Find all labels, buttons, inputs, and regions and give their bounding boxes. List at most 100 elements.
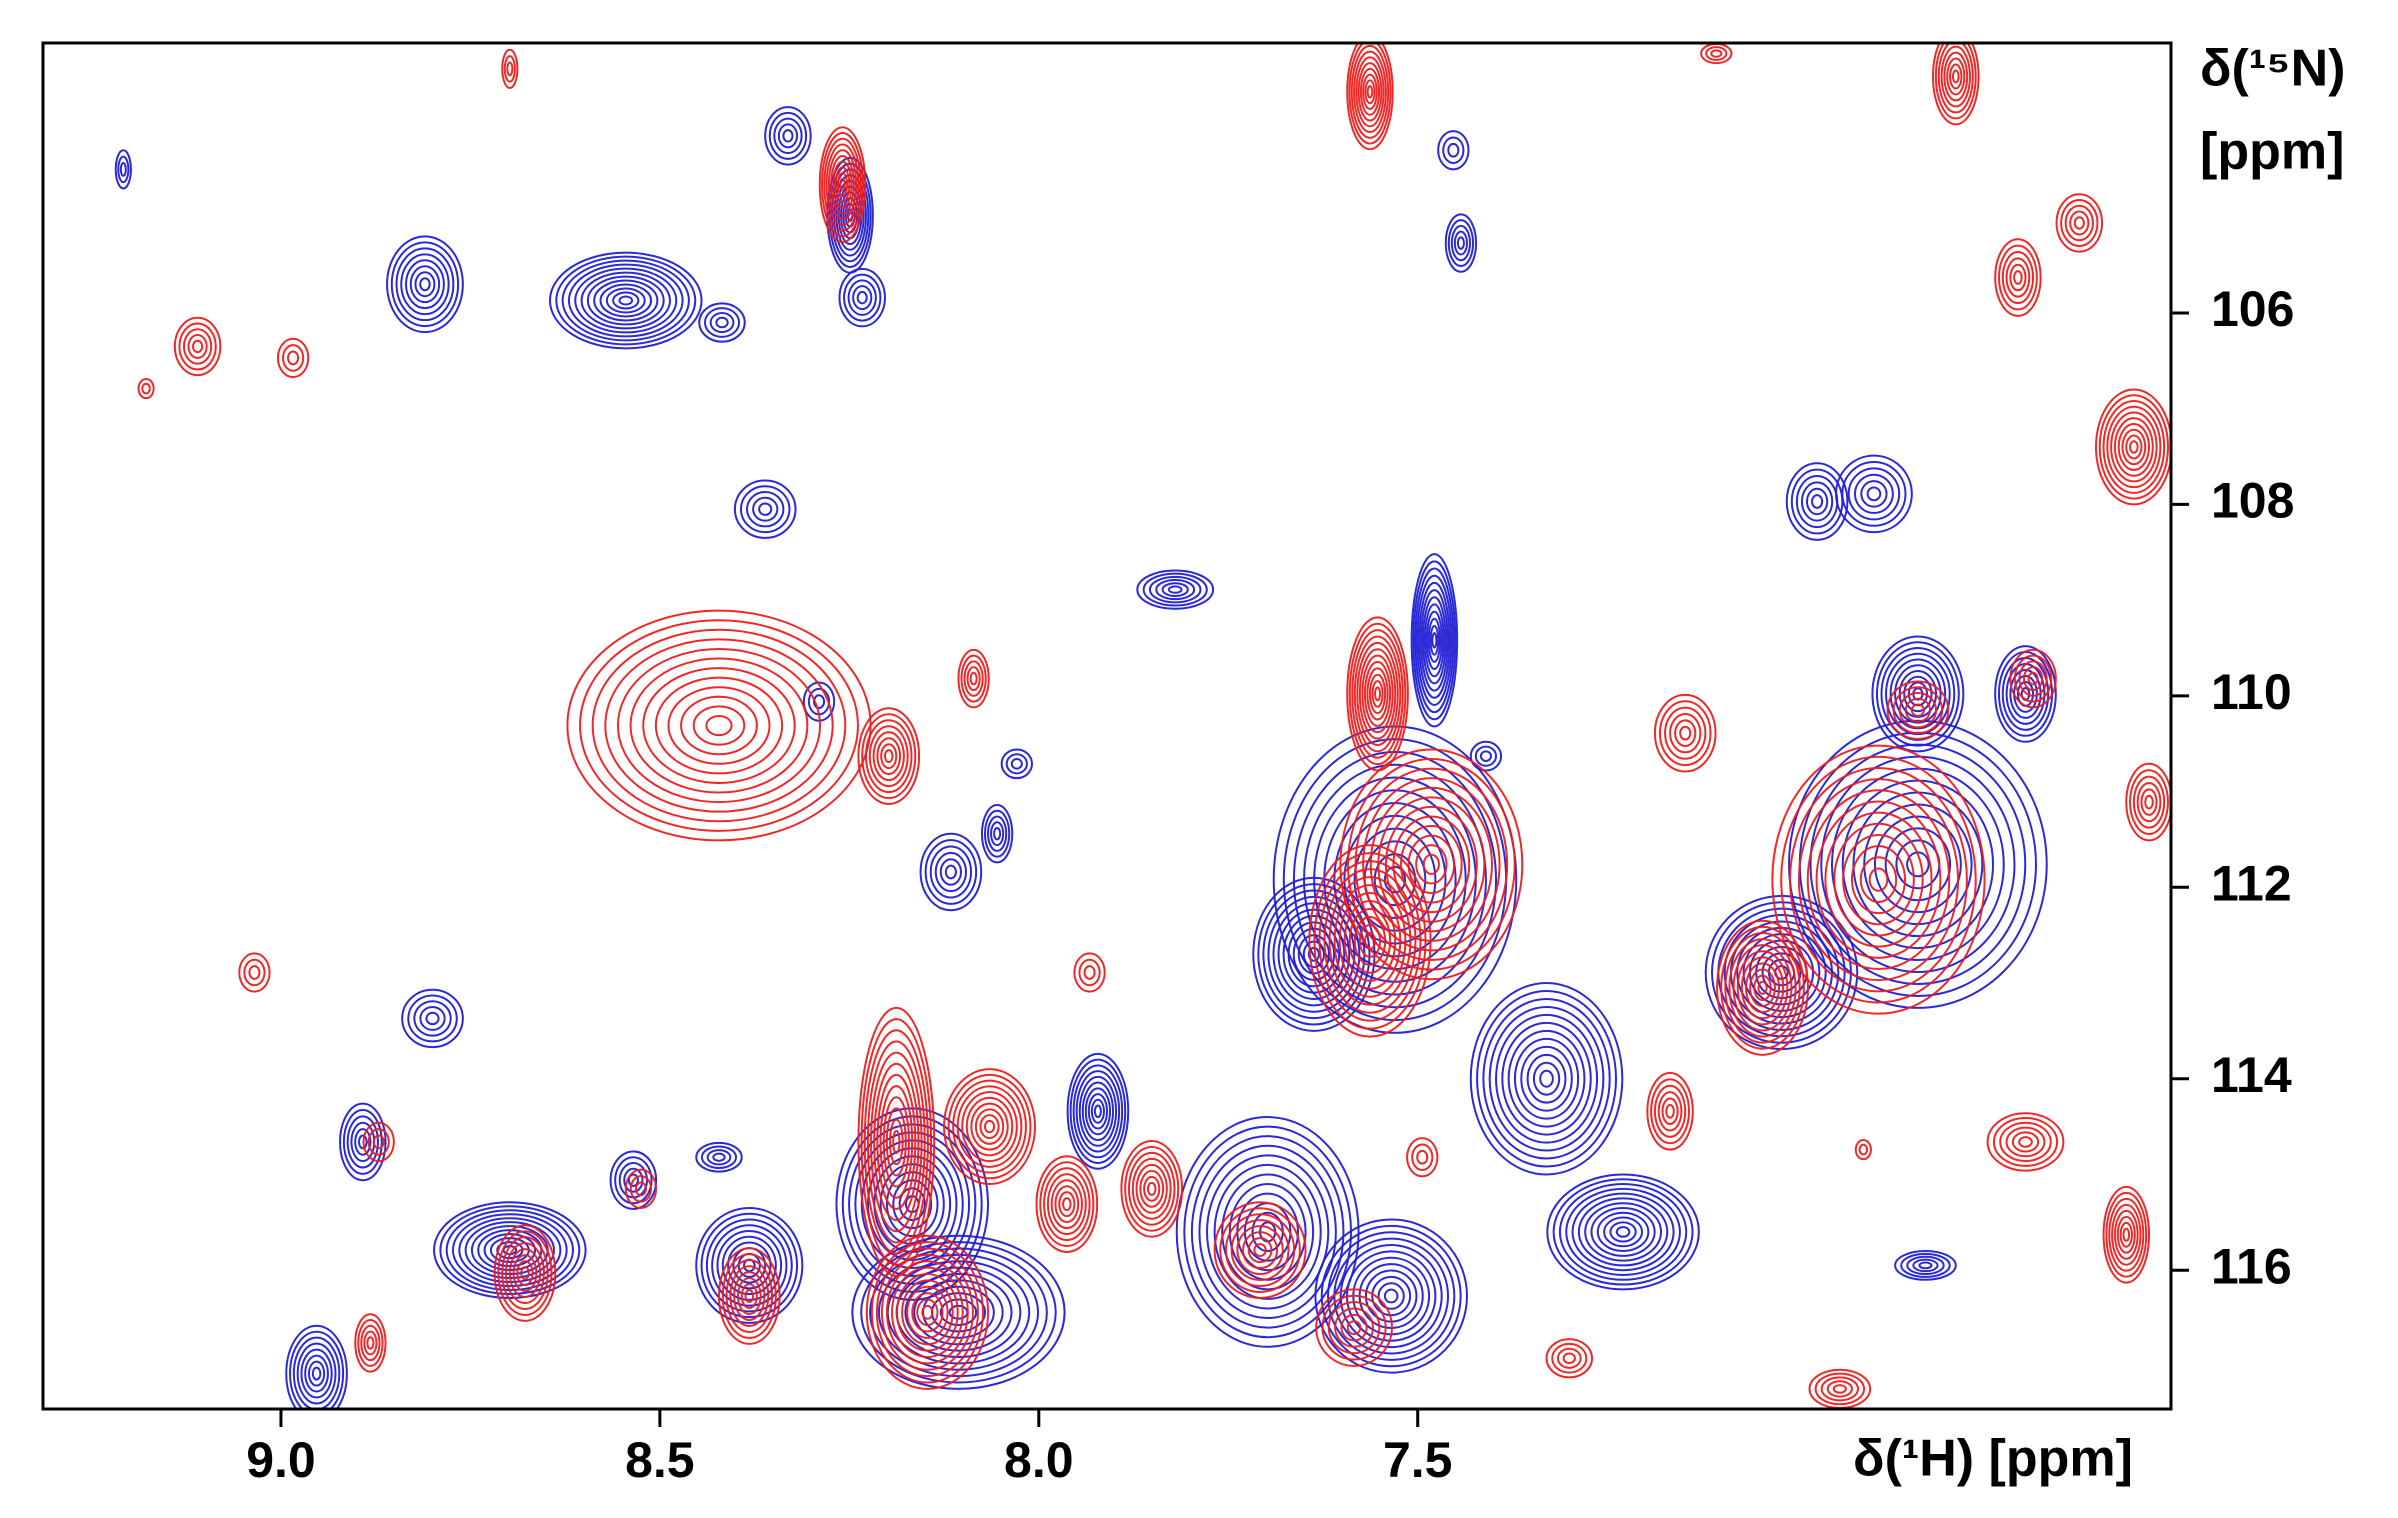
contour-ring (439, 1205, 581, 1295)
contour-ring (2110, 411, 2158, 483)
contour-ring (363, 1330, 378, 1356)
contour-ring (870, 1051, 923, 1233)
peak (1771, 744, 1986, 1015)
contour-ring (1757, 980, 1768, 995)
contour-ring (865, 1234, 990, 1390)
contour-ring (1986, 1112, 2065, 1172)
contour-ring (1333, 884, 1407, 998)
contour-ring (1650, 1078, 1691, 1145)
contour-ring (1139, 1169, 1165, 1208)
contour-ring (1479, 750, 1492, 762)
contour-ring (308, 1360, 326, 1387)
contour-ring (287, 350, 300, 366)
contour-ring (1412, 560, 1457, 721)
contour-ring (667, 686, 771, 765)
contour-ring (1338, 892, 1402, 990)
contour-ring (943, 1068, 1037, 1186)
contour-ring (1362, 73, 1378, 111)
contour-ring (993, 826, 1002, 841)
contour-ring (727, 1241, 772, 1290)
peak (501, 48, 519, 89)
contour-ring (405, 259, 445, 310)
contour-ring (889, 1118, 904, 1166)
contour-ring (579, 619, 859, 832)
contour-ring (1937, 43, 1974, 114)
contour-ring (838, 267, 886, 328)
contour-ring (2073, 216, 2085, 230)
peak (566, 609, 872, 842)
contour-ring (1785, 462, 1849, 541)
contour-ring (1720, 925, 1805, 1050)
contour-ring (1418, 581, 1451, 699)
contour-ring (1161, 582, 1189, 597)
contour-ring (952, 1079, 1027, 1174)
peak (1314, 1218, 1468, 1374)
contour-ring (512, 1254, 538, 1293)
contour-ring (1847, 467, 1901, 521)
contour-ring (508, 1248, 542, 1299)
contour-ring (1859, 856, 1898, 903)
contour-ring (1175, 1116, 1360, 1348)
contour-ring (2018, 1136, 2033, 1148)
contour-ring (1348, 622, 1407, 766)
contour-ring (885, 1107, 907, 1177)
y-tick-label: 112 (2211, 856, 2292, 912)
contour-ring (1353, 915, 1387, 966)
peak (1213, 1201, 1307, 1299)
contour-ring (1183, 1125, 1353, 1339)
contour-ring (561, 259, 690, 342)
peak (1886, 680, 1950, 740)
contour-ring (868, 725, 909, 788)
peak (943, 1068, 1037, 1186)
contour-ring (1943, 51, 1969, 102)
contour-ring (1809, 743, 2027, 985)
contour-ring (1940, 45, 1971, 108)
contour-ring (1422, 596, 1447, 685)
contour-ring (367, 1128, 390, 1156)
contour-ring (1653, 1084, 1687, 1138)
contour-ring (1946, 57, 1966, 96)
peak (1175, 1116, 1360, 1348)
peak (1066, 1052, 1130, 1170)
contour-ring (1066, 1052, 1130, 1170)
contour-ring (1892, 686, 1944, 735)
contour-ring (2113, 1209, 2139, 1260)
contour-ring (1224, 1213, 1296, 1287)
contour-ring (2108, 1197, 2145, 1272)
peak (276, 337, 310, 379)
y-axis-label: [ppm] (2200, 123, 2344, 181)
peak (1716, 919, 1809, 1056)
contour-ring (627, 1173, 639, 1187)
contour-ring (1087, 1093, 1109, 1130)
peak (919, 832, 983, 912)
contour-ring (934, 851, 968, 893)
contour-ring (1190, 1135, 1345, 1329)
contour-ring (1392, 815, 1471, 914)
peak (493, 1224, 557, 1322)
peak (695, 1206, 804, 1324)
contour-ring (618, 295, 634, 306)
peak (339, 1102, 387, 1182)
contour-ring (1442, 136, 1465, 164)
contour-ring (1353, 50, 1387, 134)
contour-ring (339, 1102, 387, 1182)
contour-ring (1854, 1139, 1872, 1161)
contour-ring (852, 285, 873, 311)
contour-ring (1761, 952, 1802, 993)
x-tick-label: 8.0 (1004, 1432, 1074, 1488)
contour-ring (969, 671, 978, 686)
contour-ring (1366, 667, 1389, 721)
contour-ring (1501, 1021, 1592, 1136)
contour-ring (458, 1217, 562, 1284)
contour-ring (870, 1241, 984, 1384)
peak (1410, 553, 1459, 728)
peak (1437, 130, 1470, 171)
contour-ring (1146, 1181, 1157, 1196)
contour-ring (847, 279, 877, 316)
contour-ring (1444, 213, 1478, 273)
contour-ring (366, 1336, 375, 1350)
contour-ring (1795, 474, 1839, 529)
y-tick-label: 106 (2211, 281, 2294, 337)
contour-ring (2106, 405, 2162, 489)
contour-ring (1339, 748, 1524, 981)
